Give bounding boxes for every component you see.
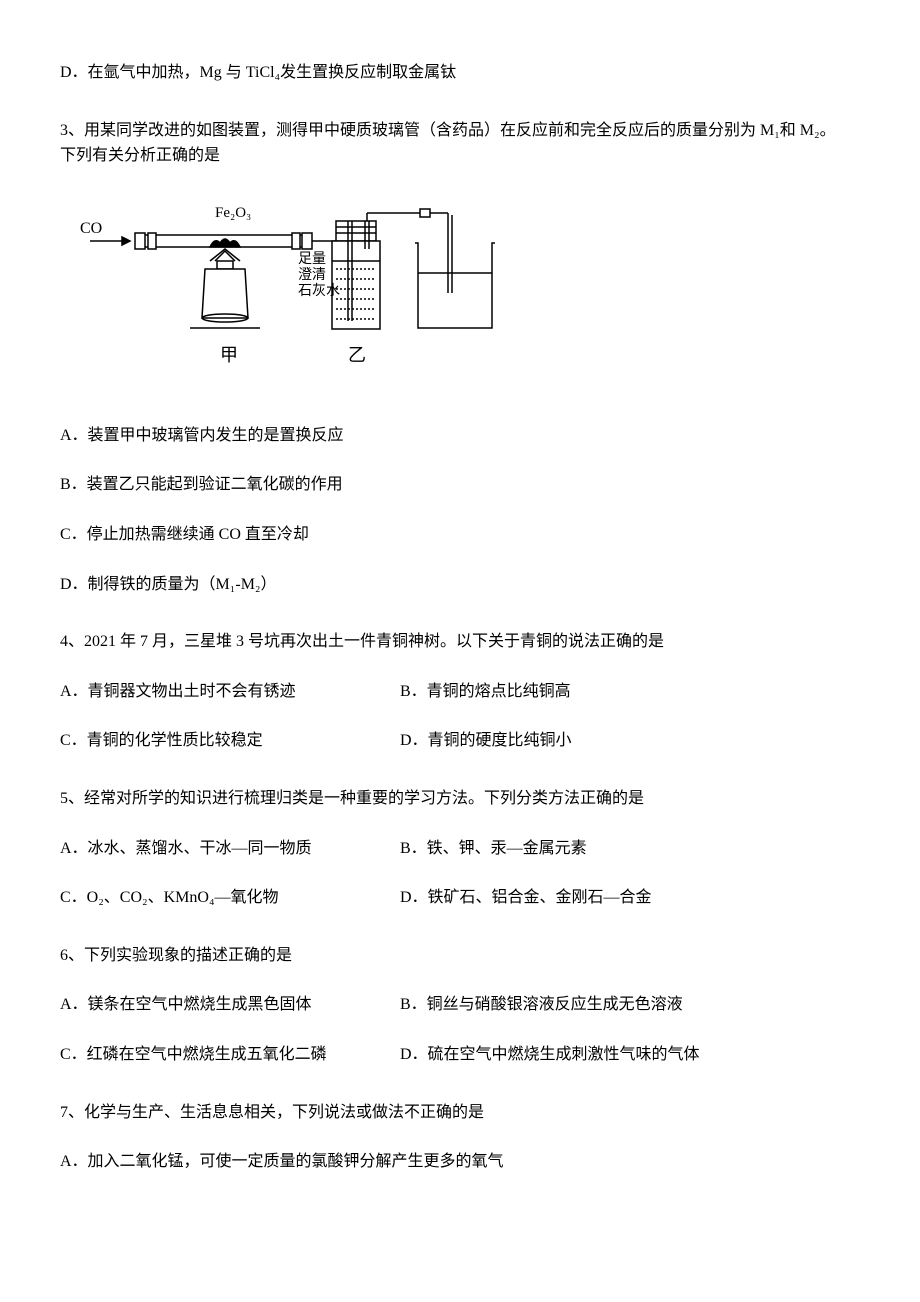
limewater-line1: 足量: [298, 251, 326, 267]
q5-option-c: C．O₂、CO₂、KMnO₄—氧化物: [60, 885, 400, 911]
apparatus-diagram: CO Fe₂O₃: [80, 193, 500, 393]
label-jia: 甲: [220, 345, 238, 365]
q7-option-a: A．加入二氧化锰，可使一定质量的氯酸钾分解产生更多的氧气: [60, 1149, 860, 1175]
q4-option-c: C．青铜的化学性质比较稳定: [60, 728, 400, 754]
q3-stem-line1: 3、用某同学改进的如图装置，测得甲中硬质玻璃管（含药品）在反应前和完全反应后的质…: [60, 122, 836, 139]
q5-stem: 5、经常对所学的知识进行梳理归类是一种重要的学习方法。下列分类方法正确的是: [60, 786, 860, 812]
q6-option-d: D．硫在空气中燃烧生成刺激性气味的气体: [400, 1042, 860, 1068]
q5-option-a: A．冰水、蒸馏水、干冰—同一物质: [60, 836, 400, 862]
co-label: CO: [80, 220, 102, 237]
q6-option-b: B．铜丝与硝酸银溶液反应生成无色溶液: [400, 992, 860, 1018]
q4-option-b: B．青铜的熔点比纯铜高: [400, 679, 860, 705]
q6-stem: 6、下列实验现象的描述正确的是: [60, 943, 860, 969]
q6-option-a: A．镁条在空气中燃烧生成黑色固体: [60, 992, 400, 1018]
q5-option-b: B．铁、钾、汞—金属元素: [400, 836, 860, 862]
q7-stem: 7、化学与生产、生活息息相关，下列说法或做法不正确的是: [60, 1100, 860, 1126]
q3-option-b: B．装置乙只能起到验证二氧化碳的作用: [60, 472, 860, 498]
q3-option-d: D．制得铁的质量为（M₁-M₂）: [60, 572, 860, 598]
fe2o3-label: Fe₂O₃: [215, 205, 251, 221]
q3-stem-line2: 下列有关分析正确的是: [60, 147, 220, 164]
q6-option-c: C．红磷在空气中燃烧生成五氧化二磷: [60, 1042, 400, 1068]
q3-stem: 3、用某同学改进的如图装置，测得甲中硬质玻璃管（含药品）在反应前和完全反应后的质…: [60, 118, 860, 169]
q5-option-d: D．铁矿石、铝合金、金刚石—合金: [400, 885, 860, 911]
q4-option-d: D．青铜的硬度比纯铜小: [400, 728, 860, 754]
label-yi: 乙: [348, 345, 366, 365]
limewater-line2: 澄清: [298, 267, 326, 283]
q2-option-d: D．在氩气中加热，Mg 与 TiCl₄发生置换反应制取金属钛: [60, 60, 860, 86]
q3-option-c: C．停止加热需继续通 CO 直至冷却: [60, 522, 860, 548]
q3-option-a: A．装置甲中玻璃管内发生的是置换反应: [60, 423, 860, 449]
limewater-line3: 石灰水: [298, 283, 340, 299]
diagram-svg: CO Fe₂O₃: [80, 193, 500, 393]
q4-stem: 4、2021 年 7 月，三星堆 3 号坑再次出土一件青铜神树。以下关于青铜的说…: [60, 629, 860, 655]
q4-option-a: A．青铜器文物出土时不会有锈迹: [60, 679, 400, 705]
